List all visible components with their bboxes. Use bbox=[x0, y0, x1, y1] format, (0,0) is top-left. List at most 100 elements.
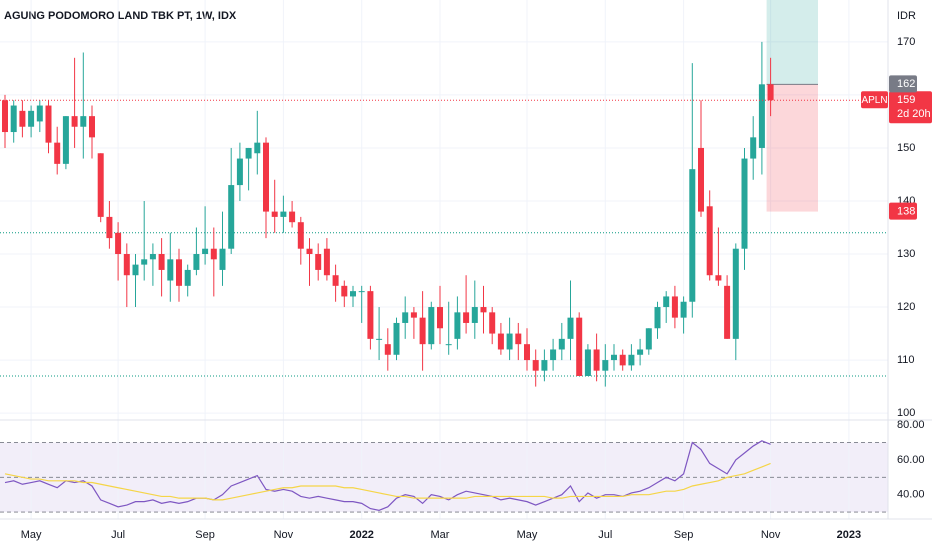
y-tick-label: 150 bbox=[897, 142, 915, 154]
candle-body bbox=[698, 147, 704, 212]
candle-body bbox=[97, 153, 104, 217]
candle-body bbox=[219, 248, 226, 270]
candle-body bbox=[663, 296, 670, 308]
x-tick-label: Sep bbox=[674, 529, 694, 541]
symbol-badge bbox=[861, 91, 888, 109]
x-tick-label: Sep bbox=[195, 529, 215, 541]
candle-body bbox=[71, 116, 78, 127]
candle-body bbox=[706, 206, 713, 276]
candle-body bbox=[541, 360, 548, 371]
candle-body bbox=[62, 116, 69, 164]
candle-body bbox=[428, 307, 435, 345]
chart-title: AGUNG PODOMORO LAND TBK PT, 1W, IDX bbox=[4, 10, 237, 22]
candle-body bbox=[506, 333, 513, 350]
y-tick-label: 80.00 bbox=[897, 419, 925, 431]
candle-body bbox=[158, 254, 165, 270]
position-stop bbox=[766, 84, 818, 212]
candle-body bbox=[306, 248, 313, 255]
candle-body bbox=[593, 349, 600, 371]
candle-body bbox=[724, 285, 731, 339]
candle-body bbox=[193, 254, 200, 270]
position-target bbox=[766, 0, 818, 85]
candle-body bbox=[619, 354, 626, 366]
candle-body bbox=[80, 116, 87, 127]
candle-body bbox=[767, 84, 774, 101]
x-tick-label: 2022 bbox=[349, 529, 373, 541]
candle-body bbox=[524, 344, 530, 361]
candle-body bbox=[315, 254, 322, 270]
axis-unit: IDR bbox=[897, 10, 916, 22]
candle-body bbox=[132, 264, 139, 276]
x-tick-label: Mar bbox=[431, 529, 450, 541]
candle-body bbox=[393, 322, 400, 355]
candle-body bbox=[141, 259, 148, 265]
entry-badge bbox=[889, 75, 917, 93]
x-tick-label: May bbox=[21, 529, 42, 541]
candle-body bbox=[445, 344, 452, 346]
candle-body bbox=[350, 291, 356, 297]
y-tick-label: 170 bbox=[897, 36, 915, 48]
candle-body bbox=[480, 307, 487, 313]
candle-body bbox=[297, 222, 304, 249]
candle-body bbox=[645, 328, 652, 350]
candle-body bbox=[550, 349, 557, 361]
entry-label: 162 bbox=[897, 78, 915, 90]
candle-body bbox=[19, 110, 26, 127]
candle-body bbox=[28, 110, 35, 127]
candle-body bbox=[750, 137, 757, 159]
x-tick-label: May bbox=[517, 529, 538, 541]
candle-body bbox=[358, 291, 365, 293]
candle-body bbox=[184, 269, 191, 286]
countdown-label: 2d 20h bbox=[897, 108, 931, 120]
candle-body bbox=[89, 116, 95, 138]
x-tick-label: Nov bbox=[761, 529, 781, 541]
candle-body bbox=[384, 344, 391, 355]
candle-body bbox=[167, 259, 174, 281]
candle-body bbox=[367, 291, 374, 339]
candle-body bbox=[341, 285, 348, 297]
candle-body bbox=[671, 296, 678, 318]
y-tick-label: 130 bbox=[897, 248, 915, 260]
candle-body bbox=[106, 216, 113, 239]
candle-body bbox=[332, 275, 339, 286]
x-tick-label: Jul bbox=[111, 529, 125, 541]
candle-body bbox=[271, 211, 278, 217]
candle-body bbox=[654, 307, 661, 329]
candle-body bbox=[254, 142, 261, 154]
candle-body bbox=[376, 338, 383, 340]
candle-body bbox=[732, 248, 739, 339]
candle-body bbox=[45, 105, 52, 143]
candle-body bbox=[228, 185, 235, 249]
candle-body bbox=[471, 307, 478, 323]
price-badge bbox=[889, 91, 932, 124]
candle-body bbox=[54, 142, 61, 164]
candle-body bbox=[515, 333, 522, 345]
candle-body bbox=[202, 248, 209, 255]
x-tick-label: Jul bbox=[598, 529, 612, 541]
candle-body bbox=[236, 158, 243, 186]
candle-body bbox=[628, 354, 635, 366]
candle-body bbox=[584, 349, 591, 376]
candle-body bbox=[497, 333, 504, 350]
candle-body bbox=[123, 254, 130, 276]
x-tick-label: Nov bbox=[274, 529, 294, 541]
candle-body bbox=[410, 312, 417, 318]
rsi-line bbox=[4, 462, 771, 501]
candle-body bbox=[680, 301, 687, 318]
candle-body bbox=[437, 307, 443, 329]
candle-body bbox=[715, 275, 722, 281]
candle-body bbox=[741, 158, 748, 249]
rsi-line bbox=[4, 440, 771, 511]
candle-body bbox=[10, 105, 17, 133]
candle-body bbox=[576, 317, 583, 376]
candle-body bbox=[602, 360, 609, 371]
candle-body bbox=[463, 312, 470, 323]
y-tick-label: 60.00 bbox=[897, 454, 925, 466]
price-label: 159 bbox=[897, 94, 915, 106]
candle-body bbox=[567, 317, 574, 339]
candle-body bbox=[36, 105, 43, 122]
stop-badge bbox=[889, 202, 917, 220]
symbol-label: APLN bbox=[861, 95, 887, 106]
